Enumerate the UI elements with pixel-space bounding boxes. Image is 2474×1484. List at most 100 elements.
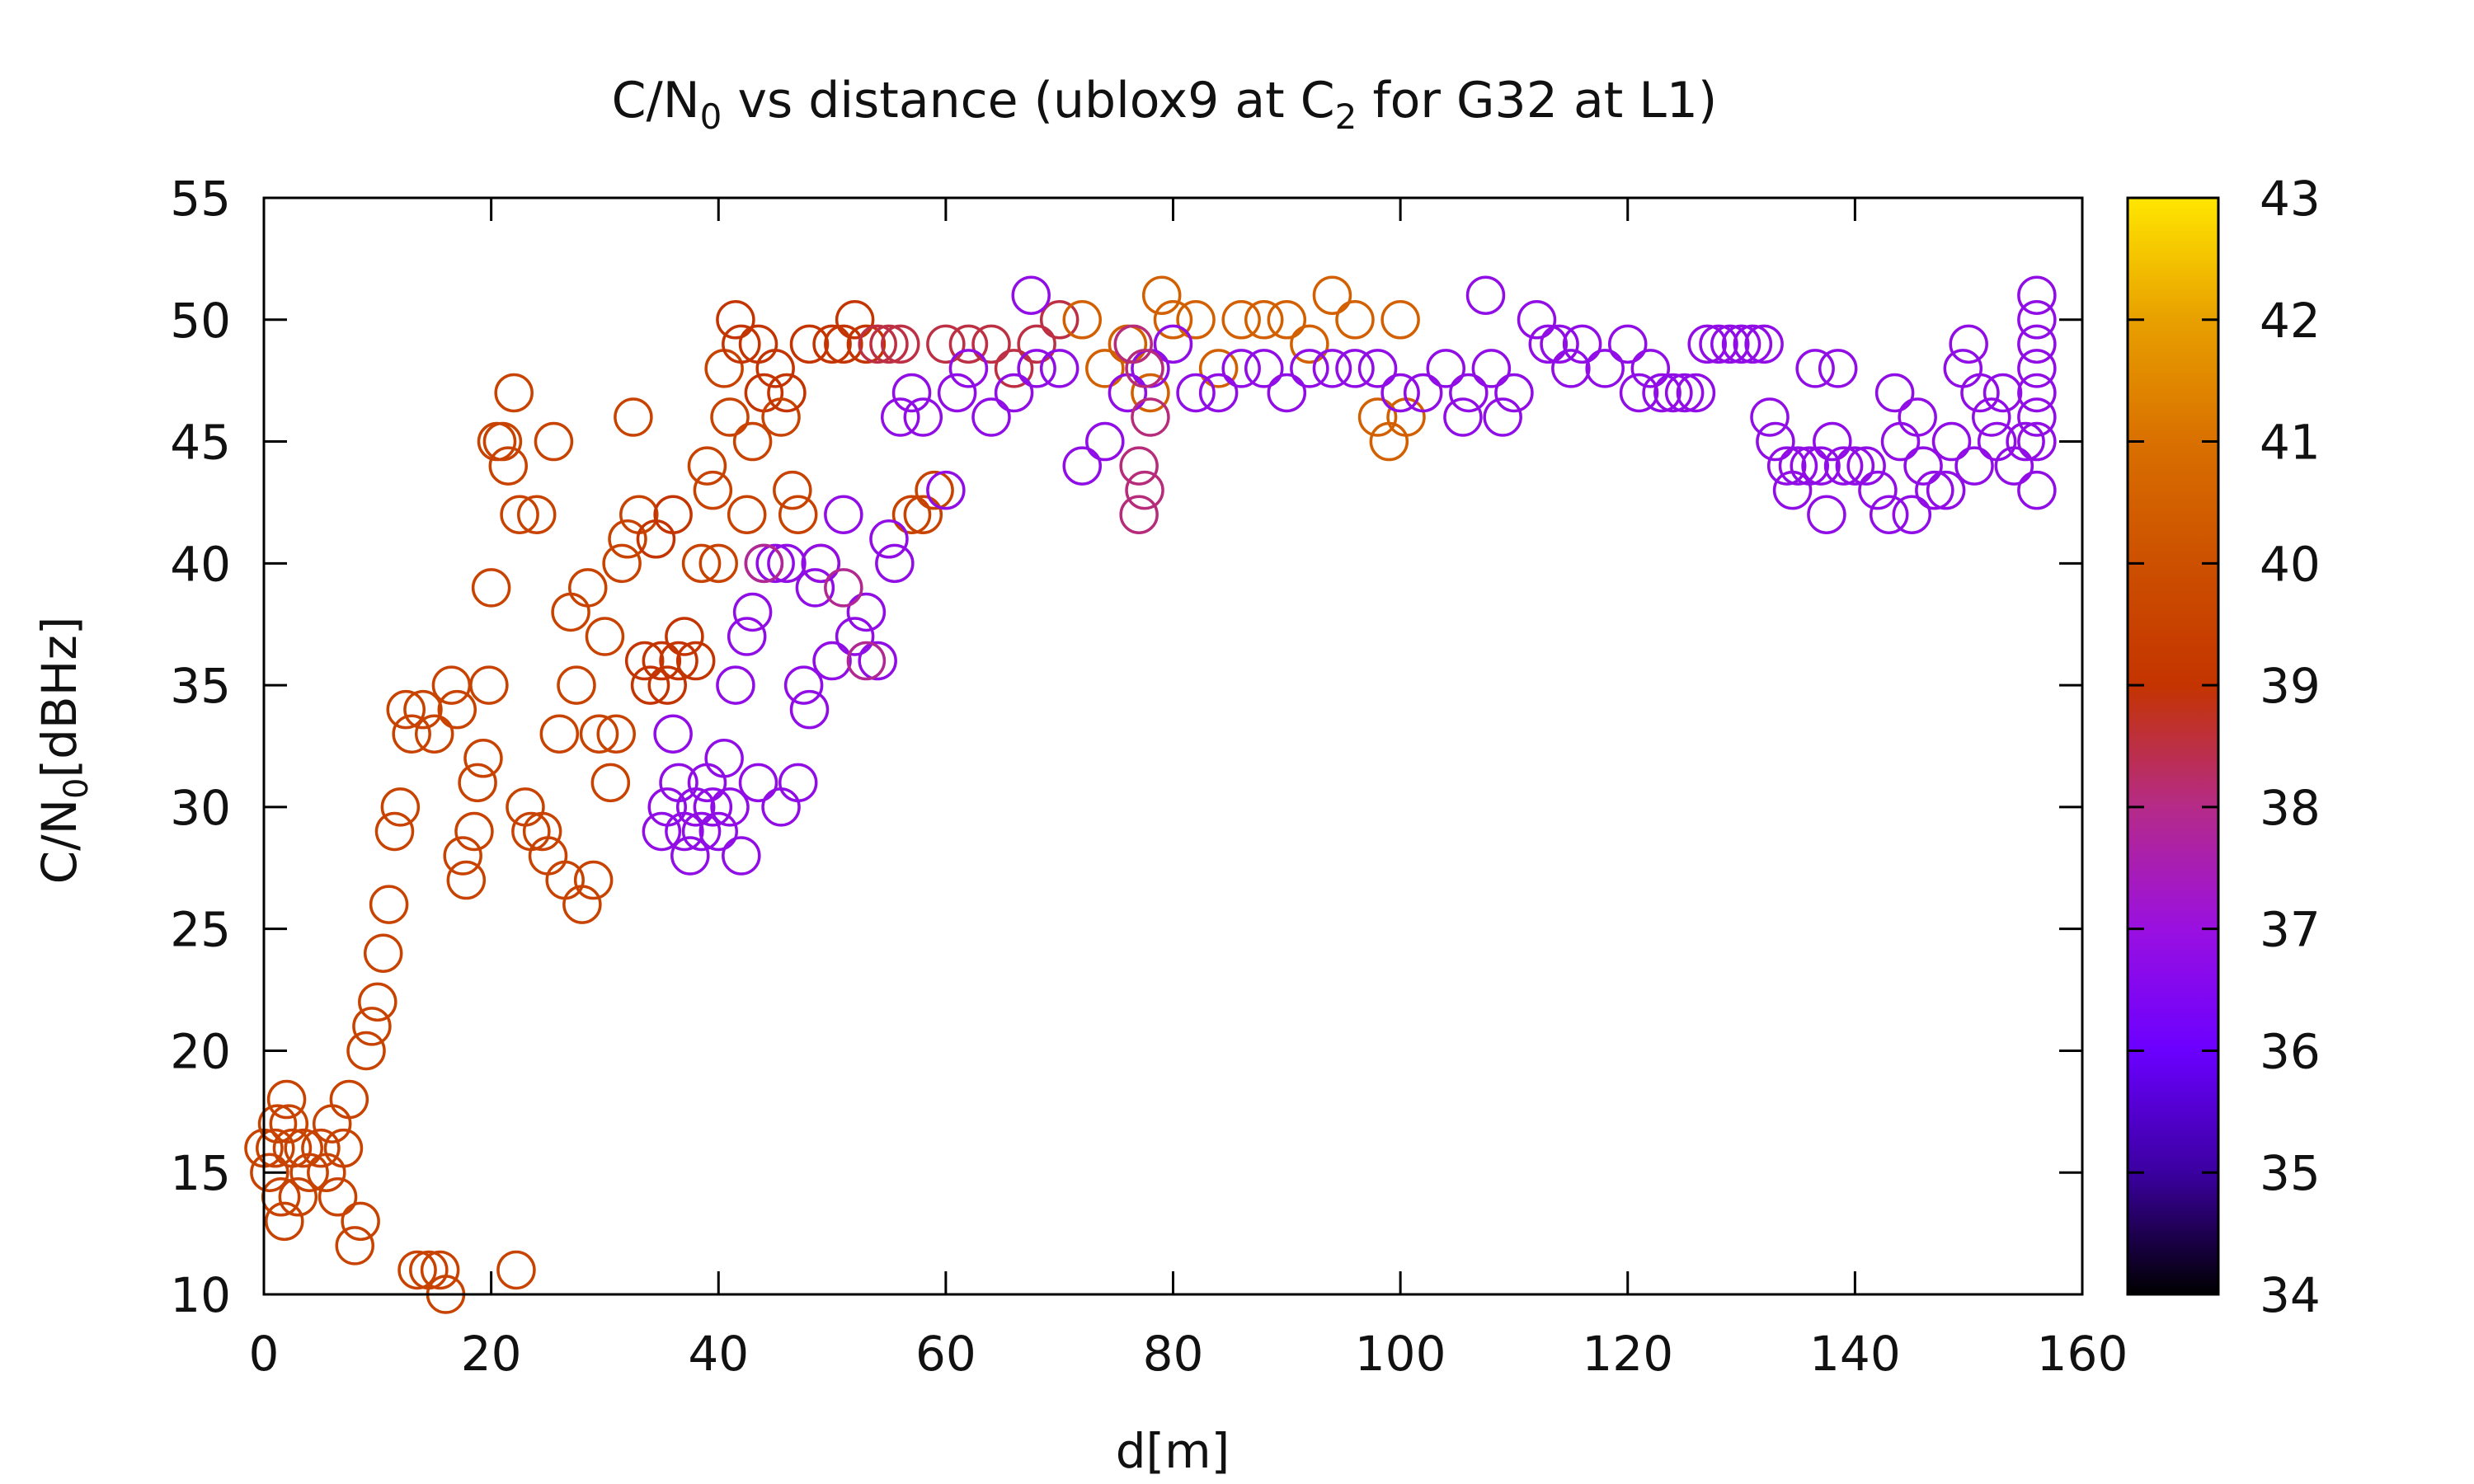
data-point [1756, 421, 1795, 462]
data-point [1846, 446, 1886, 486]
colorbar-tick-label: 36 [2260, 1023, 2321, 1079]
data-point [1517, 300, 1557, 340]
data-point [1449, 373, 1489, 413]
data-point [2017, 300, 2057, 340]
y-axis-label: C/N0[dBHz] [31, 617, 96, 885]
data-point [681, 811, 722, 852]
data-point [323, 1128, 364, 1168]
data-point [1039, 300, 1079, 340]
data-point [659, 641, 698, 681]
data-point [301, 1128, 341, 1168]
data-point [761, 397, 801, 437]
chart-title: C/N0 vs distance (ublox9 at C2 for G32 a… [612, 72, 1718, 137]
data-points [244, 275, 2057, 1314]
data-point [1750, 397, 1790, 437]
data-point [1062, 446, 1102, 486]
x-tick-label: 60 [915, 1326, 976, 1382]
data-point [665, 811, 704, 852]
y-tick-label: 45 [170, 415, 231, 471]
data-point [971, 397, 1011, 437]
colorbar-tick-label: 43 [2260, 171, 2321, 227]
data-point [1619, 373, 1659, 413]
data-point [846, 641, 887, 681]
data-point [1017, 324, 1056, 364]
data-point [250, 1153, 289, 1192]
data-point [630, 665, 670, 705]
data-point [858, 324, 897, 364]
data-point [670, 836, 710, 876]
colorbar-tick-label: 42 [2260, 293, 2321, 349]
data-point [1528, 324, 1569, 364]
data-point [1869, 495, 1909, 534]
data-point [937, 373, 977, 413]
data-point [687, 446, 727, 486]
data-point [346, 1031, 386, 1071]
data-point [437, 689, 477, 730]
data-point [1085, 349, 1125, 388]
data-point [812, 641, 852, 681]
data-point [494, 373, 534, 413]
data-point [1818, 349, 1858, 388]
data-point [881, 397, 920, 437]
data-point [454, 811, 494, 852]
data-point [915, 470, 954, 510]
data-point [1267, 373, 1307, 413]
colorbar-tick-label: 41 [2260, 415, 2321, 471]
data-point [875, 543, 915, 584]
data-point [773, 470, 812, 510]
colorbar-tick-label: 35 [2260, 1145, 2321, 1201]
data-point [783, 665, 824, 705]
data-point [2017, 324, 2057, 364]
data-point [1357, 397, 1398, 437]
data-point [1642, 373, 1681, 413]
data-point [488, 446, 529, 486]
data-point [352, 1007, 392, 1046]
y-tick-label: 35 [170, 658, 231, 714]
data-point [1931, 421, 1972, 462]
data-point [824, 324, 863, 364]
data-point [971, 324, 1011, 364]
data-point [1125, 470, 1164, 510]
data-point [789, 324, 830, 364]
data-point [1221, 300, 1261, 340]
data-point [778, 495, 818, 534]
data-point [539, 714, 580, 754]
y-tick-label: 20 [170, 1023, 231, 1079]
data-point [414, 714, 454, 754]
data-point [738, 763, 778, 803]
data-point [744, 543, 784, 584]
data-point [1540, 324, 1579, 364]
data-point [2017, 349, 2057, 388]
data-point [482, 421, 523, 462]
colorbar [2126, 196, 2220, 1296]
y-tick-label: 30 [170, 780, 231, 836]
y-tick-label: 40 [170, 536, 231, 592]
data-point [693, 787, 733, 827]
data-point [1312, 349, 1352, 388]
data-point [994, 373, 1034, 413]
data-point [869, 324, 909, 364]
data-point [1778, 446, 1818, 486]
data-point [1744, 324, 1784, 364]
data-point [380, 787, 421, 827]
data-point [1312, 275, 1352, 315]
y-tick-label: 15 [170, 1145, 231, 1201]
data-point [2017, 397, 2057, 437]
data-point [824, 568, 863, 608]
data-point [602, 543, 642, 584]
data-point [1949, 324, 1988, 364]
data-point [755, 543, 795, 584]
data-point [1017, 349, 1056, 388]
data-point [1801, 446, 1841, 486]
data-point [903, 495, 943, 534]
data-point [1176, 373, 1216, 413]
data-point [1874, 373, 1915, 413]
x-tick-label: 80 [1143, 1326, 1204, 1382]
data-point [653, 714, 693, 754]
data-point [1898, 397, 1937, 437]
data-point [675, 787, 716, 827]
data-point [443, 836, 482, 876]
data-point [1813, 421, 1852, 462]
data-point [1426, 349, 1465, 388]
data-point [1267, 300, 1307, 340]
